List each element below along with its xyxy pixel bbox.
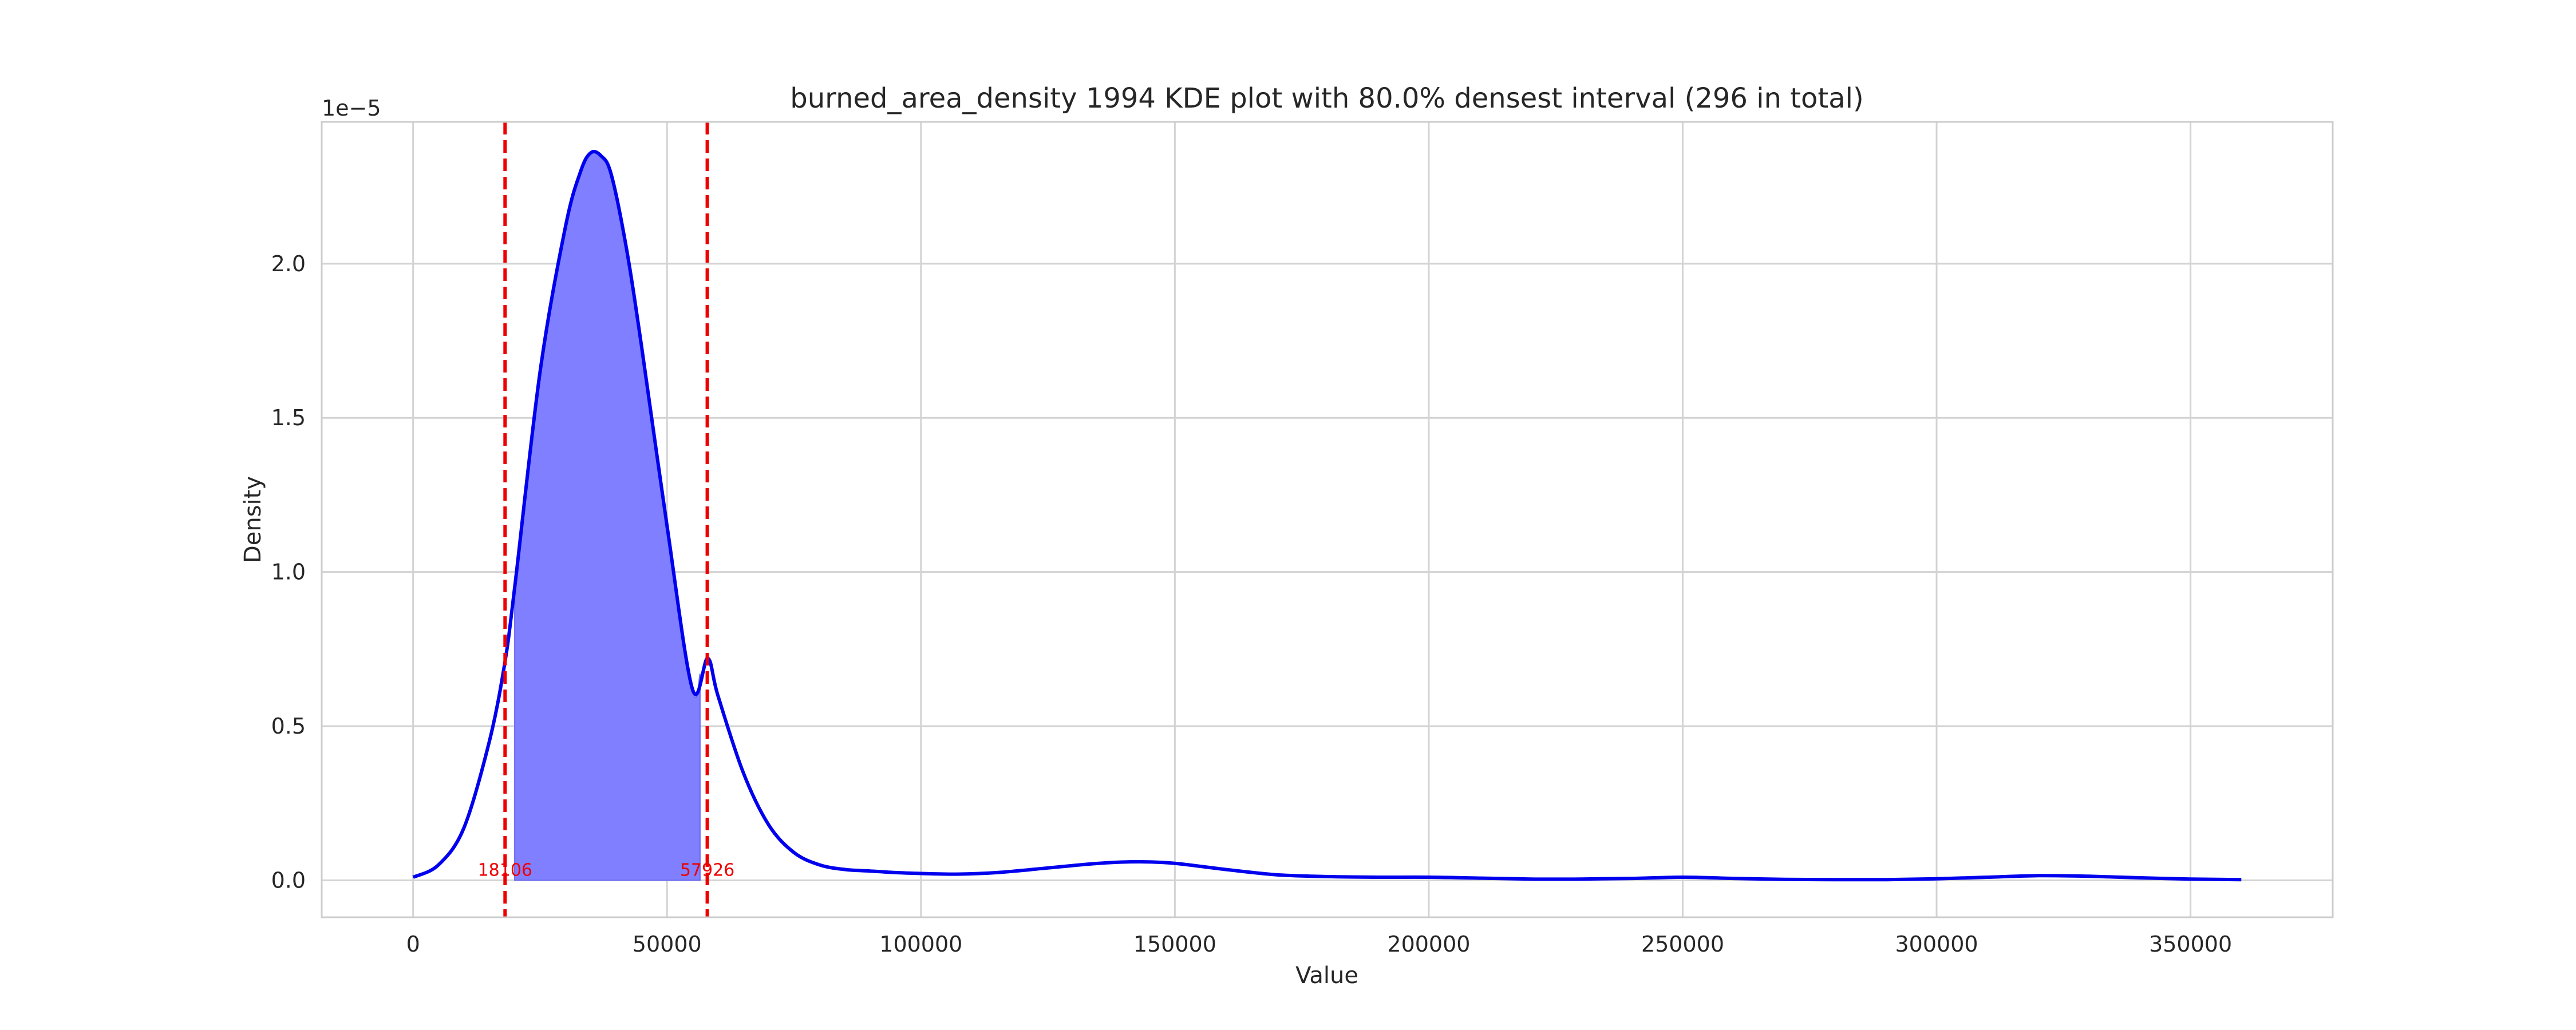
x-tick-label: 0 (406, 932, 420, 957)
y-axis-label: Density (240, 476, 266, 563)
x-tick-label: 150000 (1133, 932, 1216, 957)
x-tick-labels: 0 50000 100000 150000 200000 250000 300000 3500… (406, 932, 2233, 957)
interval-lower-label: 18106 (478, 860, 532, 880)
y-tick-label: 1.0 (271, 560, 306, 585)
x-tick-label: 350000 (2149, 932, 2232, 957)
kde-series-line (412, 149, 2242, 882)
x-tick-label: 300000 (1895, 932, 1978, 957)
y-offset-label: 1e−5 (322, 96, 381, 121)
y-tick-label: 2.0 (271, 251, 306, 276)
y-tick-label: 1.5 (271, 405, 306, 430)
chart-title: burned_area_density 1994 KDE plot with 8… (790, 82, 1863, 114)
x-tick-label: 200000 (1387, 932, 1470, 957)
x-axis-label: Value (1295, 962, 1358, 989)
x-tick-label: 250000 (1641, 932, 1724, 957)
x-tick-label: 50000 (633, 932, 702, 957)
interval-upper-label: 57926 (680, 860, 734, 880)
plot-frame (321, 121, 2334, 918)
y-tick-labels: 0.0 0.5 1.0 1.5 2.0 (271, 251, 306, 893)
y-tick-label: 0.5 (271, 714, 306, 739)
y-tick-label: 0.0 (271, 867, 306, 893)
x-tick-label: 100000 (879, 932, 962, 957)
